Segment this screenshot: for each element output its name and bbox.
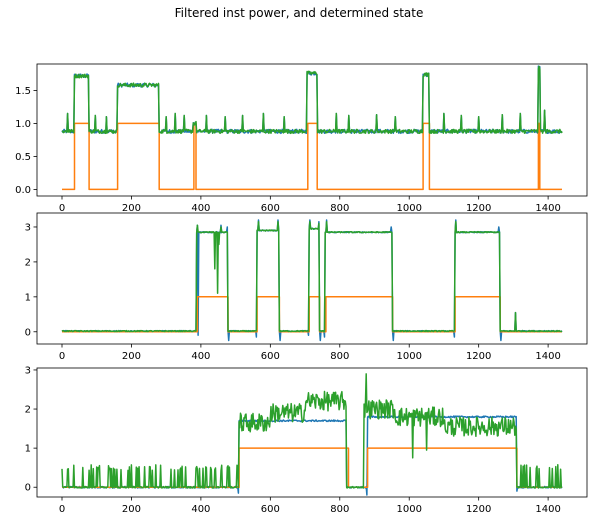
axes-frame bbox=[36, 212, 588, 345]
x-tick-label: 1400 bbox=[535, 504, 560, 515]
axes-frame bbox=[36, 63, 588, 197]
chart-title: Filtered inst power, and determined stat… bbox=[175, 6, 424, 20]
plot-area bbox=[61, 219, 563, 342]
x-tick-label: 0 bbox=[59, 351, 65, 362]
x-tick-label: 1200 bbox=[466, 504, 491, 515]
x-tick-label: 600 bbox=[261, 351, 280, 362]
y-tick-label: 1 bbox=[25, 292, 31, 303]
x-tick-label: 1000 bbox=[396, 203, 421, 214]
x-tick-label: 600 bbox=[261, 203, 280, 214]
x-tick-label: 1400 bbox=[535, 351, 560, 362]
x-tick-label: 200 bbox=[122, 351, 141, 362]
series-line-3 bbox=[61, 65, 563, 135]
plot-area bbox=[61, 373, 563, 496]
y-tick-label: 0 bbox=[25, 483, 31, 494]
y-tick-label: 2 bbox=[25, 405, 31, 416]
axes-frame bbox=[36, 367, 588, 498]
x-tick-label: 0 bbox=[59, 504, 65, 515]
series-line-3 bbox=[61, 220, 563, 333]
x-tick-label: 0 bbox=[59, 203, 65, 214]
x-tick-label: 400 bbox=[191, 504, 210, 515]
series-line-2 bbox=[62, 122, 562, 191]
x-tick-label: 1200 bbox=[466, 351, 491, 362]
y-tick-label: 0 bbox=[25, 327, 31, 338]
y-tick-label: 1.0 bbox=[15, 119, 31, 130]
y-tick-label: 3 bbox=[25, 365, 31, 376]
y-tick-label: 2 bbox=[25, 257, 31, 268]
x-tick-label: 200 bbox=[122, 504, 141, 515]
y-tick-label: 1.5 bbox=[15, 86, 31, 97]
x-tick-label: 600 bbox=[261, 504, 280, 515]
series-line-3 bbox=[61, 373, 563, 489]
series-line-2 bbox=[62, 296, 562, 333]
x-tick-label: 400 bbox=[191, 203, 210, 214]
x-tick-label: 1200 bbox=[466, 203, 491, 214]
subplot-2: 0 200 400 600 800 1000 1200 1400 0 1 2 3 bbox=[25, 212, 588, 362]
x-tick-label: 1000 bbox=[396, 351, 421, 362]
x-tick-label: 800 bbox=[330, 203, 349, 214]
x-tick-label: 1000 bbox=[396, 504, 421, 515]
subplot-3: 0 200 400 600 800 1000 1200 1400 0 1 2 3 bbox=[25, 365, 588, 515]
y-tick-label: 0.5 bbox=[15, 152, 31, 163]
x-tick-label: 400 bbox=[191, 351, 210, 362]
x-tick-label: 800 bbox=[330, 351, 349, 362]
x-tick-label: 200 bbox=[122, 203, 141, 214]
subplot-1: 0 200 400 600 800 1000 1200 1400 0.0 0.5 1.0 1.5 bbox=[15, 63, 588, 214]
plot-area bbox=[61, 65, 563, 191]
x-tick-label: 800 bbox=[330, 504, 349, 515]
x-tick-label: 1400 bbox=[535, 203, 560, 214]
y-tick-label: 0.0 bbox=[15, 185, 31, 196]
series-line-1 bbox=[61, 219, 563, 342]
y-tick-label: 1 bbox=[25, 444, 31, 455]
y-tick-label: 3 bbox=[25, 222, 31, 233]
